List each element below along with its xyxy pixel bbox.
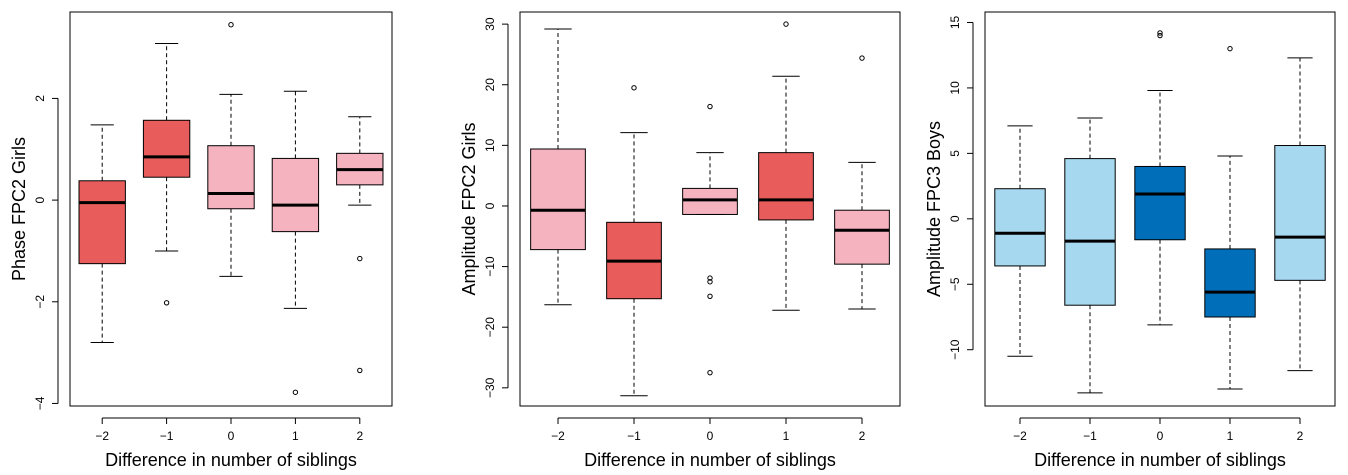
x-tick-label: −2: [551, 429, 565, 443]
box-iqr: [1134, 165, 1186, 241]
y-axis-label: Amplitude FPC2 Girls: [459, 122, 479, 295]
x-tick-label: 2: [1297, 429, 1304, 443]
x-tick-label: −1: [627, 429, 641, 443]
x-axis-label: Difference in number of siblings: [105, 450, 357, 470]
outlier-point: [1157, 30, 1163, 36]
y-tick-label: 0: [33, 196, 47, 203]
x-tick-label: 2: [356, 429, 363, 443]
y-tick-label: 0: [483, 202, 497, 209]
box-iqr: [1204, 248, 1256, 318]
plot-frame: [984, 11, 1336, 407]
outlier-point: [292, 389, 299, 395]
y-tick-label: 0: [948, 215, 962, 222]
y-tick-label: −10: [948, 339, 962, 360]
outlier-point: [228, 22, 234, 28]
x-tick-label: −1: [160, 429, 174, 443]
box-iqr: [142, 119, 191, 178]
box-iqr: [834, 209, 890, 265]
y-tick-label: −2: [33, 295, 47, 309]
box-iqr: [207, 145, 255, 210]
y-tick-label: 20: [483, 78, 497, 92]
y-tick-label: 10: [948, 81, 962, 95]
y-tick-label: 15: [948, 15, 962, 29]
outlier-point: [1227, 45, 1233, 52]
x-tick-label: 1: [292, 429, 299, 443]
y-axis-label: Phase FPC2 Girls: [9, 137, 29, 281]
y-tick-label: −10: [483, 256, 497, 277]
panel-phase-fpc2-girls: −4 −2 0 2 Phase FPC2 Girls −2 −1 0 1 2 Difference …: [9, 11, 393, 470]
x-tick-label: 0: [1157, 429, 1164, 443]
outlier-point: [707, 279, 713, 285]
x-tick-label: 0: [228, 429, 235, 443]
x-axis-label: Difference in number of siblings: [584, 450, 836, 470]
outlier-point: [783, 21, 789, 27]
outlier-point: [163, 300, 170, 306]
box-iqr: [271, 157, 320, 233]
box-iqr: [758, 152, 814, 221]
x-tick-label: 1: [1227, 429, 1234, 443]
y-tick-label: −4: [33, 396, 47, 410]
box-iqr: [994, 188, 1046, 267]
outlier-point: [631, 85, 637, 91]
box-iqr: [1064, 158, 1116, 306]
outlier-point: [707, 369, 713, 376]
y-axis-label: Amplitude FPC3 Boys: [924, 121, 944, 297]
y-tick-label: −20: [483, 317, 497, 338]
outlier-point: [707, 103, 713, 110]
box-iqr: [1274, 145, 1326, 281]
outlier-point: [357, 367, 363, 374]
y-tick-label: 10: [483, 138, 497, 152]
box-iqr: [530, 148, 586, 251]
x-tick-label: −2: [1013, 429, 1027, 443]
box-iqr: [682, 187, 738, 215]
y-tick-label: 30: [483, 17, 497, 31]
x-tick-label: 0: [707, 429, 714, 443]
x-axis-label: Difference in number of siblings: [1034, 450, 1286, 470]
y-tick-label: −5: [948, 277, 962, 291]
plot-frame: [69, 11, 393, 407]
outlier-point: [1157, 32, 1163, 39]
x-tick-label: 1: [783, 429, 790, 443]
plot-frame: [519, 11, 901, 407]
box-iqr: [78, 180, 126, 265]
y-tick-label: 5: [948, 150, 962, 157]
x-tick-label: 2: [859, 429, 866, 443]
y-tick-label: 2: [33, 95, 47, 102]
outlier-point: [707, 275, 713, 281]
outlier-point: [707, 293, 713, 299]
x-tick-label: −2: [95, 429, 109, 443]
outlier-point: [859, 55, 865, 61]
x-tick-label: −1: [1083, 429, 1097, 443]
outlier-point: [357, 255, 363, 262]
y-tick-label: −30: [483, 377, 497, 398]
